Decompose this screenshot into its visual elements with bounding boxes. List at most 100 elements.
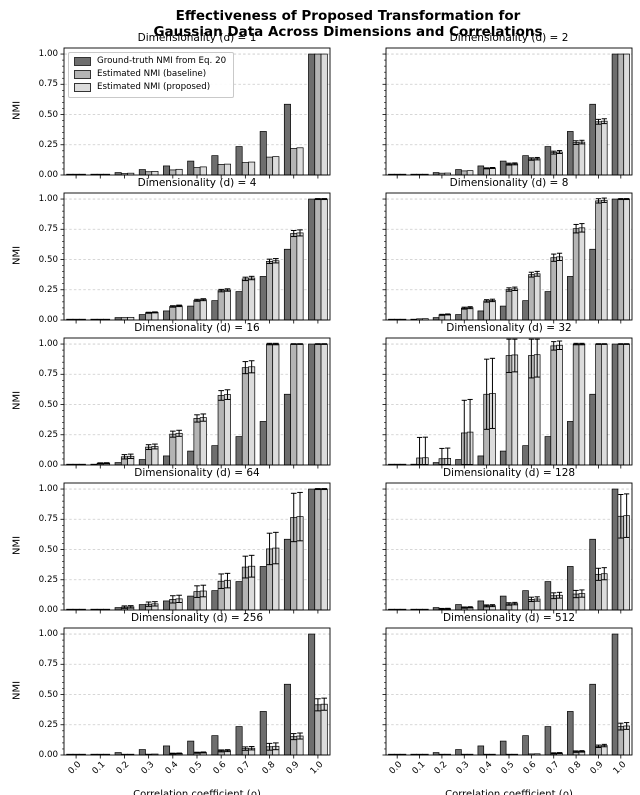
bar-ground_truth (308, 343, 316, 466)
bar-proposed (320, 53, 328, 176)
bar-baseline (290, 343, 298, 466)
legend-item: Ground-truth NMI from Eq. 20 (74, 56, 226, 67)
axes-spines (385, 627, 633, 756)
bar-baseline (617, 726, 625, 756)
bar-baseline (193, 299, 201, 321)
bar-ground_truth (308, 633, 316, 756)
bar-baseline (528, 274, 535, 321)
bar-proposed (175, 432, 183, 466)
bar-ground_truth (455, 604, 462, 611)
subplot-title: Dimensionality (d) = 128 (442, 467, 576, 479)
y-tick-label: 0.50 (38, 544, 58, 555)
bar-ground_truth (259, 421, 267, 466)
bar-ground_truth (163, 310, 171, 321)
bar-proposed (248, 277, 256, 321)
bar-ground_truth (522, 300, 529, 321)
bar-ground_truth (211, 300, 219, 321)
bar-baseline (145, 171, 153, 176)
legend-item: Estimated NMI (baseline) (74, 69, 226, 80)
bar-baseline (505, 289, 513, 321)
bar-ground_truth (211, 445, 219, 466)
bar-ground_truth (567, 131, 574, 176)
bar-baseline (505, 163, 513, 176)
bar-ground_truth (283, 103, 291, 176)
bar-baseline (193, 167, 201, 176)
axes-spines (63, 627, 331, 756)
subplot-title: Dimensionality (d) = 8 (449, 177, 569, 189)
bar-baseline (266, 156, 274, 176)
bar-ground_truth (187, 305, 195, 321)
bar-baseline (217, 290, 225, 321)
bar-ground_truth (522, 590, 529, 611)
bar-ground_truth (477, 310, 485, 321)
bar-proposed (623, 198, 630, 321)
y-tick-label: 0.25 (38, 719, 58, 730)
y-tick-label: 0.50 (38, 254, 58, 265)
bar-proposed (175, 168, 183, 176)
bar-baseline (461, 307, 468, 321)
bar-baseline (528, 158, 535, 176)
bar-proposed (578, 343, 586, 466)
bar-proposed (199, 299, 207, 321)
subplot-axes-d64 (60, 482, 331, 614)
subplot-title: Dimensionality (d) = 64 (134, 467, 260, 479)
bar-baseline (595, 343, 602, 466)
axes-spines (63, 47, 331, 176)
y-tick-label: 1.00 (38, 339, 58, 350)
bar-ground_truth (308, 198, 316, 321)
bar-ground_truth (589, 538, 596, 611)
figure-title-line2: Gaussian Data Across Dimensions and Corr… (153, 24, 543, 40)
y-axis-label: NMI (11, 535, 23, 555)
bar-proposed (511, 163, 519, 176)
bar-baseline (314, 488, 322, 611)
axes-spines (385, 192, 633, 321)
bar-ground_truth (611, 198, 619, 321)
bar-baseline (595, 121, 602, 176)
y-tick-label: 0.75 (38, 79, 58, 90)
bar-baseline (550, 257, 557, 321)
bar-ground_truth (259, 131, 267, 176)
bar-baseline (169, 433, 177, 466)
bar-proposed (466, 307, 474, 321)
bar-ground_truth (499, 450, 507, 466)
bar-proposed (489, 167, 496, 176)
bar-proposed (272, 260, 280, 321)
bar-ground_truth (211, 590, 219, 611)
bar-ground_truth (211, 155, 219, 176)
legend-swatch-baseline (74, 70, 91, 79)
bar-baseline (241, 162, 249, 176)
bar-proposed (175, 305, 183, 321)
bar-ground_truth (235, 146, 243, 176)
bar-proposed (623, 53, 630, 176)
bar-proposed (272, 343, 280, 466)
bar-proposed (296, 232, 304, 321)
bar-baseline (572, 228, 580, 321)
bar-ground_truth (499, 740, 507, 756)
bar-baseline (483, 167, 490, 176)
bar-baseline (461, 170, 468, 176)
bar-ground_truth (567, 711, 574, 756)
y-tick-label: 0.75 (38, 369, 58, 380)
subplot-axes-d32 (382, 337, 633, 469)
bar-baseline (169, 306, 177, 321)
bar-ground_truth (235, 291, 243, 321)
x-axis-label: Correlation coefficient (ρ) (133, 789, 261, 795)
subplot-axes-d8 (382, 192, 633, 324)
subplot-title: Dimensionality (d) = 32 (446, 322, 572, 334)
bar-baseline (290, 233, 298, 321)
bar-proposed (556, 344, 563, 466)
bar-ground_truth (544, 436, 552, 466)
legend-swatch-ground_truth (74, 57, 91, 66)
y-tick-label: 0.50 (38, 399, 58, 410)
bar-baseline (617, 198, 625, 321)
bar-ground_truth (308, 488, 316, 611)
axes-spines (385, 337, 633, 466)
subplot-title: Dimensionality (d) = 16 (134, 322, 260, 334)
bar-ground_truth (499, 305, 507, 321)
y-tick-label: 0.00 (38, 170, 58, 180)
y-tick-label: 0.75 (38, 224, 58, 235)
axes-spines (63, 337, 331, 466)
y-tick-label: 0.00 (38, 460, 58, 470)
bar-proposed (578, 141, 586, 176)
